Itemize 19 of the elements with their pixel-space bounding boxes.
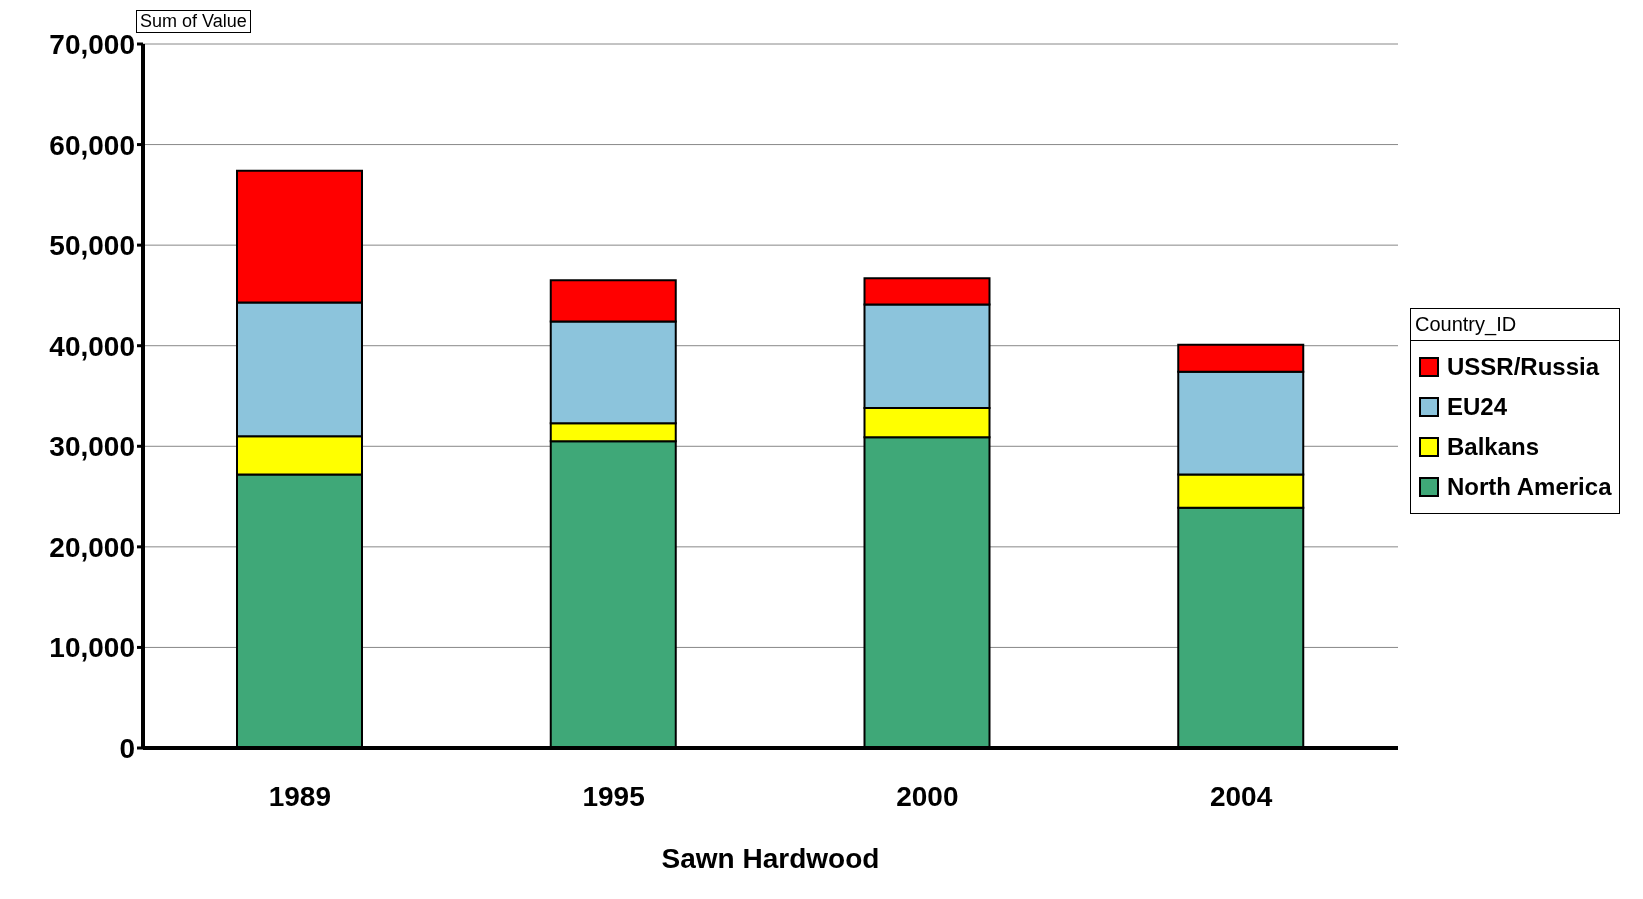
y-tick-label: 20,000 [49,531,135,563]
legend-label: EU24 [1446,392,1509,422]
legend-label: North America [1446,472,1612,502]
x-axis-title: Sawn Hardwood [661,843,880,874]
y-tick-label: 70,000 [49,28,135,60]
legend-label: USSR/Russia [1446,352,1601,382]
legend-title: Country_ID [1411,309,1620,341]
y-tick-label: 50,000 [49,230,135,262]
x-tick-label: 2000 [896,780,959,812]
y-tick-label: 60,000 [49,129,135,161]
y-tick-label: 30,000 [49,431,135,463]
x-tick-label: 1995 [582,780,645,812]
text: Sum of Value [136,10,251,33]
y-tick-label: 10,000 [49,632,135,664]
x-tick-label: 1989 [268,780,332,812]
y-tick-label: 40,000 [49,330,135,362]
y-tick-label: 0 [119,732,135,764]
legend-label: Balkans [1446,432,1541,462]
x-tick-label: 2004 [1209,780,1273,812]
